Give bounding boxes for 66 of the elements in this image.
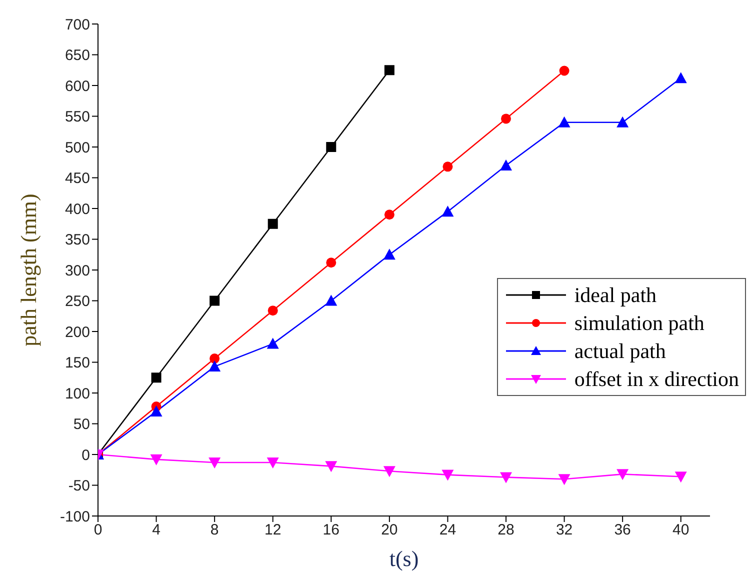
y-tick-label: 600 (64, 78, 90, 95)
y-tick-label: 500 (64, 139, 90, 156)
x-tick-label: 12 (264, 522, 282, 539)
y-tick-label: 700 (64, 16, 90, 34)
x-tick-label: 28 (498, 522, 514, 539)
point (268, 218, 278, 229)
point (442, 470, 454, 481)
point (151, 372, 162, 383)
point (266, 457, 279, 468)
y-tick-label: 250 (64, 293, 90, 310)
y-tick-label: 550 (64, 108, 90, 126)
point (208, 360, 221, 372)
legend-label: actual path (574, 338, 666, 364)
y-tick-label: 200 (64, 324, 90, 341)
y-tick-label: -50 (68, 478, 90, 495)
point (268, 306, 278, 316)
x-tick-label: 36 (614, 522, 631, 539)
y-tick-label: 650 (64, 47, 90, 64)
point (558, 474, 570, 486)
x-tick-label: 0 (94, 522, 102, 539)
point (558, 116, 570, 128)
legend-label: offset in x direction (574, 366, 739, 392)
point (674, 72, 687, 84)
y-tick-label: 100 (64, 385, 90, 402)
y-tick-label: 150 (64, 354, 90, 372)
point (616, 116, 629, 128)
point (674, 472, 687, 483)
point (384, 65, 394, 76)
y-tick-label: 50 (73, 416, 90, 434)
point (383, 466, 396, 478)
y-tick-label: 300 (64, 262, 90, 280)
point (208, 457, 221, 468)
x-tick-label: 32 (556, 522, 573, 539)
x-tick-label: 8 (210, 522, 219, 539)
y-tick-label: 450 (64, 170, 90, 188)
point (500, 472, 512, 484)
point (616, 469, 629, 480)
point (150, 454, 162, 466)
y-tick-label: -100 (60, 508, 90, 526)
x-tick-label: 4 (152, 522, 160, 539)
point (500, 159, 512, 170)
legend-label: ideal path (574, 282, 657, 308)
x-tick-label: 40 (672, 522, 690, 539)
point (326, 258, 336, 268)
x-axis-title: t(s) (389, 546, 419, 571)
point (559, 66, 570, 76)
point (383, 248, 396, 260)
point (266, 338, 279, 349)
legend-label: simulation path (574, 310, 704, 336)
x-tick-label: 24 (439, 522, 456, 539)
point (326, 142, 336, 152)
point (150, 405, 162, 416)
point (210, 354, 220, 364)
x-tick-label: 16 (322, 522, 340, 539)
point (325, 294, 338, 306)
point (210, 296, 220, 306)
y-axis-title: path length (mm) (16, 194, 41, 346)
point (442, 206, 454, 217)
point (501, 114, 511, 124)
point (384, 210, 394, 220)
y-tick-label: 350 (64, 232, 90, 249)
x-tick-label: 20 (381, 522, 398, 539)
point (442, 162, 453, 172)
point (325, 461, 338, 472)
y-tick-label: 400 (64, 200, 90, 218)
y-tick-label: 0 (82, 446, 90, 464)
